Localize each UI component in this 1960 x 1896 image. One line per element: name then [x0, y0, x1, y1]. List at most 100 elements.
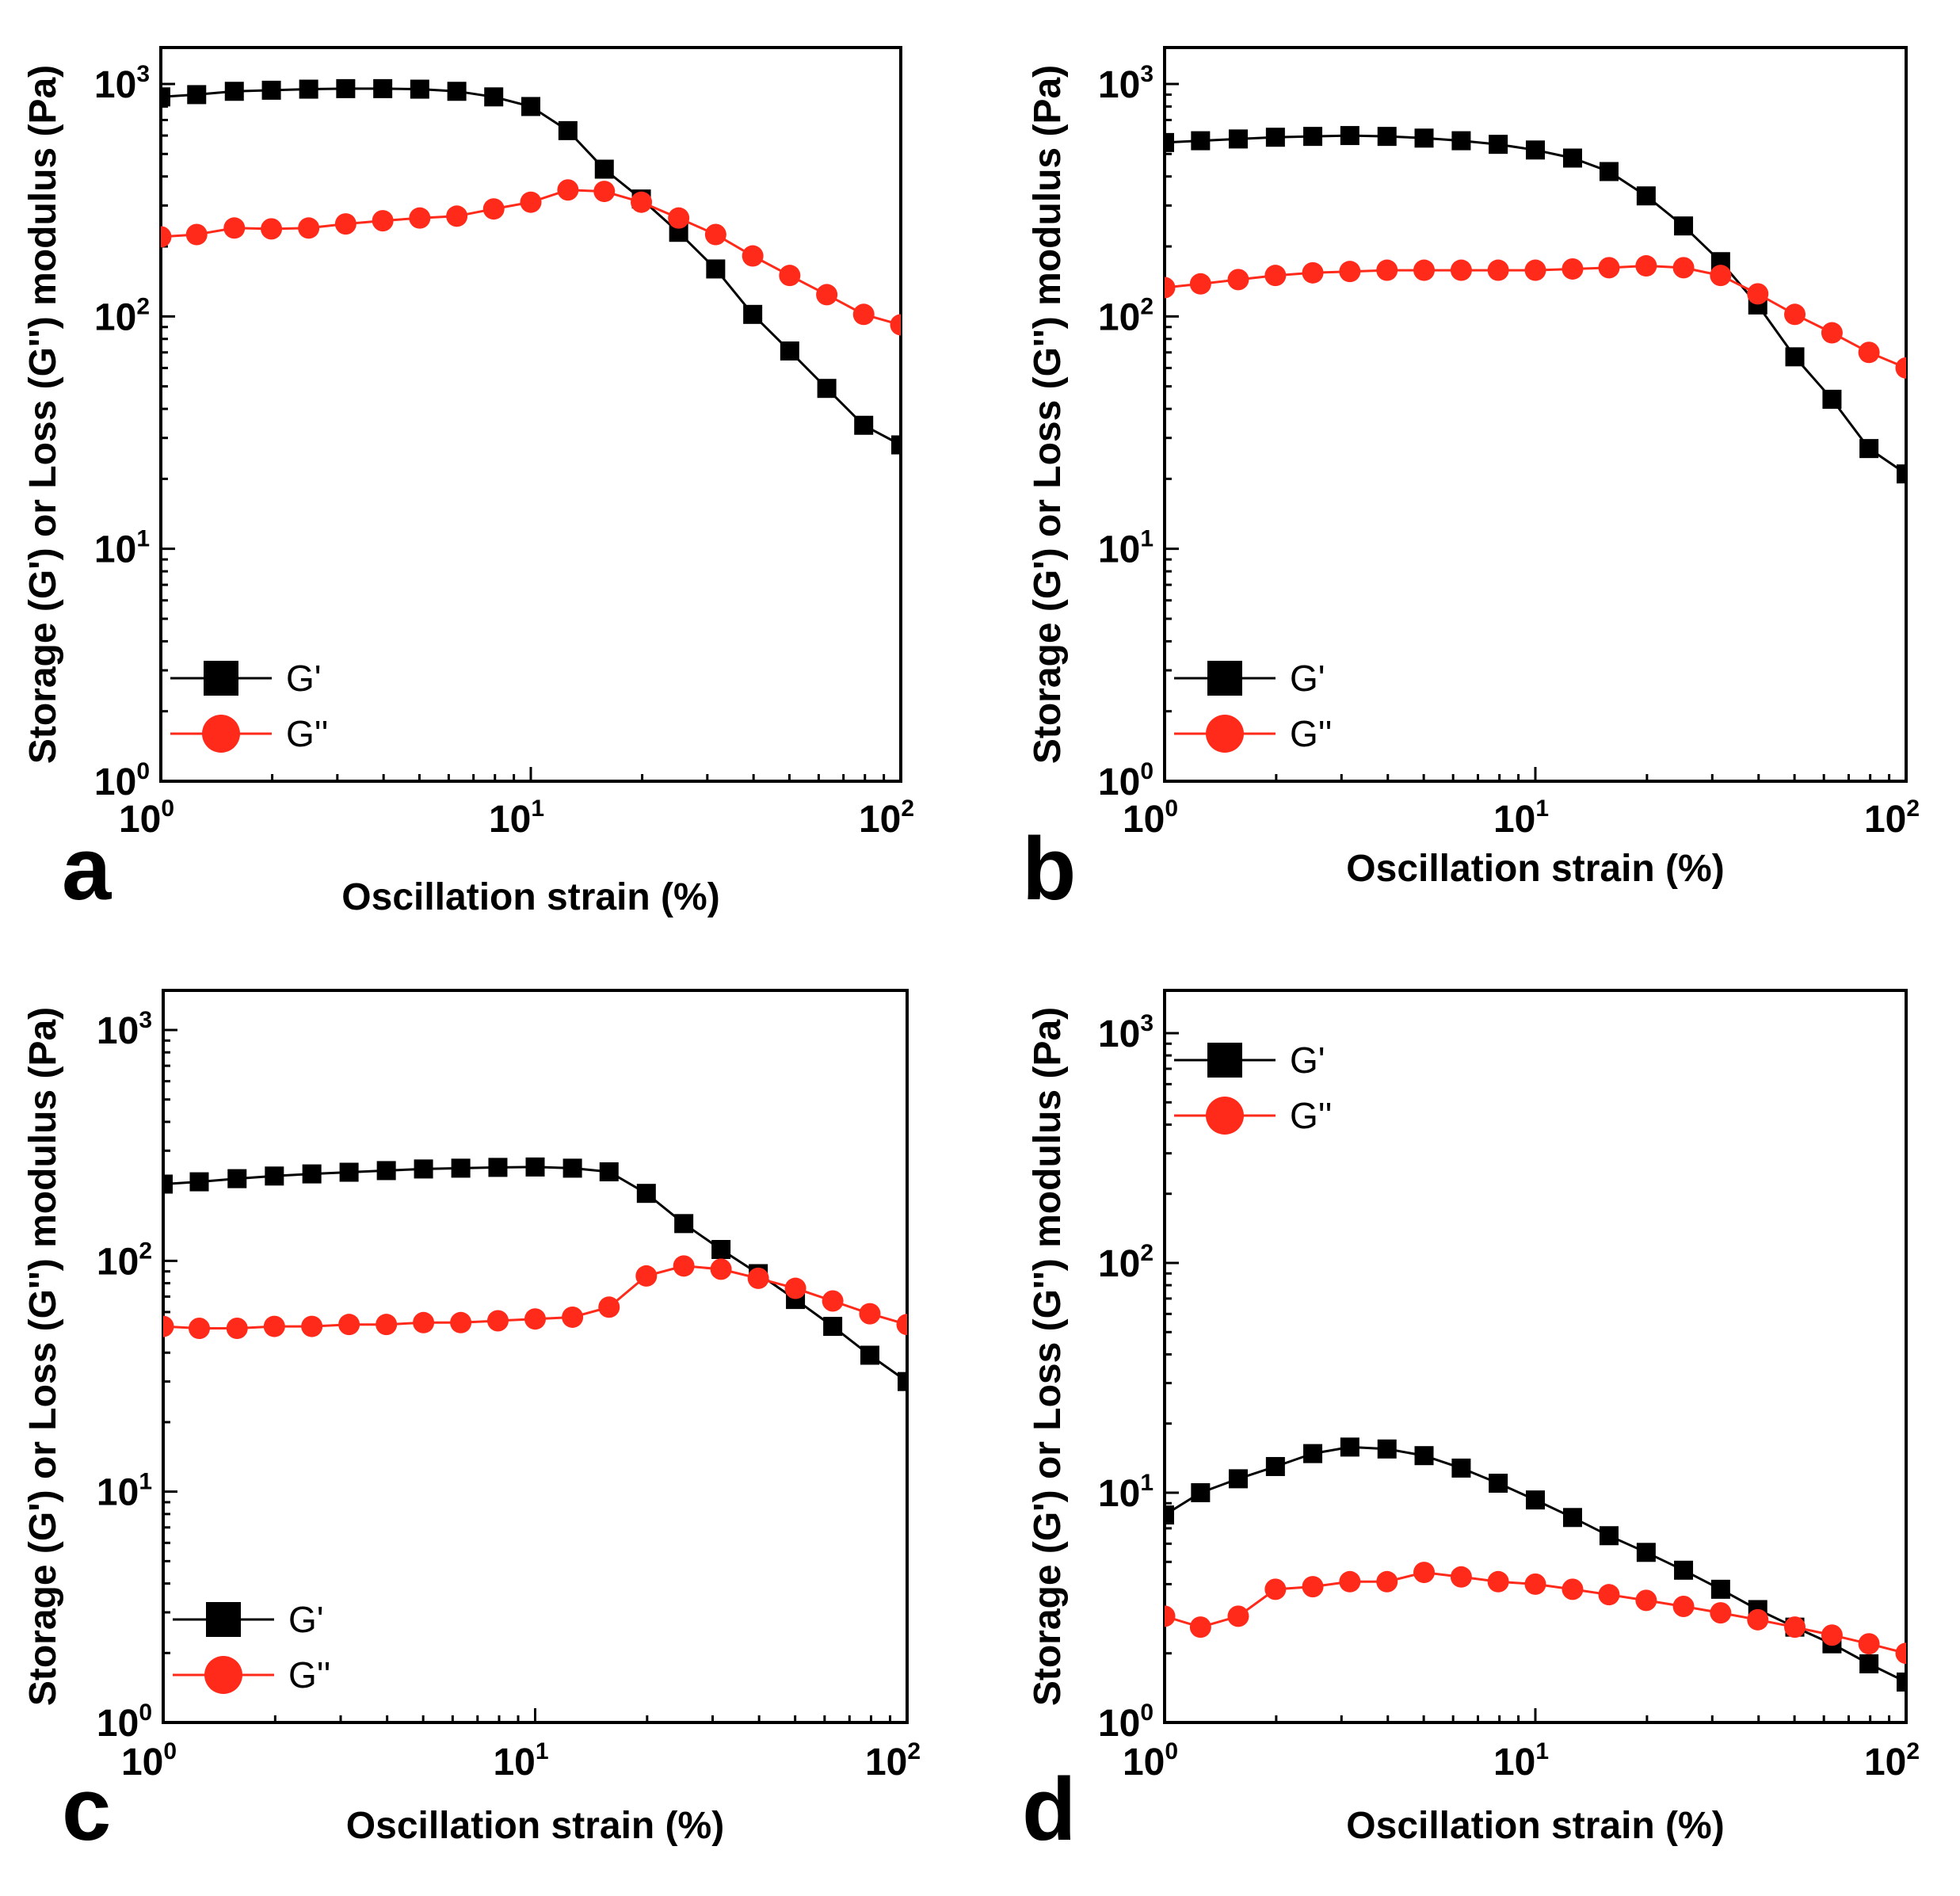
data-point-square-c: [599, 1162, 619, 1181]
data-point-circle-b: [1487, 259, 1509, 281]
data-point-square-a: [484, 87, 504, 107]
data-point-square-b: [1599, 162, 1619, 181]
data-point-circle-c: [263, 1315, 285, 1337]
legend-marker-square-c: [206, 1602, 241, 1637]
legend-label-c: G': [288, 1599, 324, 1640]
series-line-g-prime-d: [1165, 1445, 1906, 1684]
data-point-square-b: [1265, 128, 1285, 147]
y-tick-label-b: 102: [1098, 293, 1154, 338]
data-point-square-a: [161, 87, 170, 107]
data-point-square-a: [224, 82, 244, 101]
x-tick-label-a: 101: [489, 795, 544, 841]
data-point-circle-a: [298, 217, 320, 239]
data-point-circle-c: [188, 1318, 210, 1340]
data-point-square-d: [1599, 1526, 1619, 1546]
data-point-circle-b: [1165, 277, 1176, 299]
data-point-circle-a: [631, 191, 653, 213]
legend-item-g-double-prime-c: G'': [173, 1654, 330, 1696]
data-point-circle-b: [1450, 259, 1472, 281]
plot-area-b: [1165, 126, 1906, 484]
y-tick-label-a: 102: [94, 293, 150, 338]
data-point-square-c: [451, 1158, 471, 1178]
y-tick-label-b: 100: [1098, 758, 1154, 803]
data-point-square-a: [299, 79, 318, 99]
data-point-square-d: [1710, 1579, 1730, 1599]
y-tick-label-b: 103: [1098, 61, 1154, 106]
data-point-square-c: [636, 1184, 656, 1204]
data-point-circle-b: [1413, 259, 1436, 281]
legend-marker-square-a: [204, 661, 238, 696]
data-point-circle-a: [704, 223, 726, 246]
data-point-square-d: [1265, 1456, 1285, 1476]
data-point-circle-d: [1487, 1570, 1509, 1593]
legend-label-a: G': [286, 658, 322, 699]
data-point-square-d: [1191, 1483, 1211, 1502]
data-point-square-a: [410, 79, 429, 99]
data-point-circle-c: [822, 1290, 844, 1312]
data-point-square-b: [1228, 129, 1248, 149]
y-tick-label-b: 101: [1098, 526, 1154, 571]
data-point-circle-d: [1821, 1624, 1843, 1646]
data-point-circle-a: [520, 191, 542, 213]
data-point-circle-a: [446, 205, 468, 227]
data-point-circle-d: [1227, 1605, 1249, 1627]
data-point-square-d: [1451, 1458, 1471, 1478]
data-point-circle-d: [1264, 1578, 1287, 1600]
data-point-circle-a: [334, 213, 357, 235]
data-point-square-b: [1414, 128, 1434, 148]
data-point-circle-d: [1189, 1616, 1211, 1638]
legend-item-g-double-prime-d: G'': [1174, 1095, 1332, 1136]
data-point-circle-c: [896, 1314, 907, 1336]
x-tick-label-a: 100: [119, 795, 174, 841]
data-point-square-a: [261, 80, 281, 100]
plot-area-a: [161, 78, 901, 455]
panel-letter-d: d: [1022, 1760, 1076, 1859]
y-tick-label-c: 100: [97, 1700, 152, 1745]
data-point-square-c: [562, 1158, 582, 1178]
y-tick-label-a: 100: [94, 758, 150, 803]
x-axis-title-a: Oscillation strain (%): [341, 876, 719, 918]
x-axis-title-c: Oscillation strain (%): [346, 1805, 724, 1847]
chart-panel-d: 100 101 102 100 101 102 103 Oscillation strain …: [1022, 989, 1920, 1859]
x-tick-label-a: 102: [859, 795, 914, 841]
x-tick-label-d: 100: [1123, 1738, 1178, 1783]
data-point-circle-b: [1635, 255, 1657, 277]
data-point-circle-b: [1784, 303, 1806, 326]
plot-frame-d: [1163, 989, 1908, 1724]
data-point-square-d: [1303, 1444, 1323, 1463]
data-point-circle-d: [1376, 1570, 1398, 1593]
y-axis-title-c: Storage (G') or Loss (G'') modulus (Pa): [22, 1007, 64, 1706]
legend-label-b: G'': [1290, 713, 1332, 754]
data-point-circle-a: [557, 179, 579, 201]
data-point-square-c: [860, 1345, 879, 1365]
data-point-square-a: [447, 82, 467, 101]
data-point-circle-c: [598, 1296, 620, 1318]
data-point-circle-b: [1672, 257, 1695, 279]
data-point-square-a: [558, 120, 578, 140]
data-point-square-a: [854, 415, 874, 435]
data-point-circle-a: [223, 217, 246, 239]
data-point-circle-d: [1450, 1566, 1472, 1588]
data-point-circle-d: [1747, 1608, 1769, 1631]
legend-marker-circle-b: [1206, 715, 1244, 753]
data-point-circle-c: [635, 1265, 658, 1287]
data-point-circle-c: [376, 1314, 398, 1336]
data-point-circle-b: [1747, 283, 1769, 305]
data-point-circle-a: [816, 284, 838, 306]
legend-item-g-double-prime-b: G'': [1174, 713, 1332, 754]
data-point-circle-c: [226, 1318, 248, 1340]
x-tick-label-d: 101: [1493, 1738, 1549, 1783]
data-point-square-a: [594, 159, 614, 179]
data-point-circle-c: [784, 1277, 806, 1299]
data-point-square-c: [163, 1174, 173, 1194]
data-point-circle-d: [1895, 1642, 1906, 1665]
legend-label-a: G'': [286, 713, 328, 754]
data-point-circle-a: [261, 218, 283, 240]
data-point-square-d: [1636, 1543, 1656, 1562]
data-point-square-c: [414, 1159, 433, 1179]
data-point-square-c: [302, 1164, 322, 1184]
data-point-square-d: [1414, 1446, 1434, 1466]
legend-item-g-prime-c: G': [173, 1599, 324, 1640]
data-point-circle-c: [562, 1306, 584, 1328]
data-point-circle-c: [163, 1315, 174, 1337]
